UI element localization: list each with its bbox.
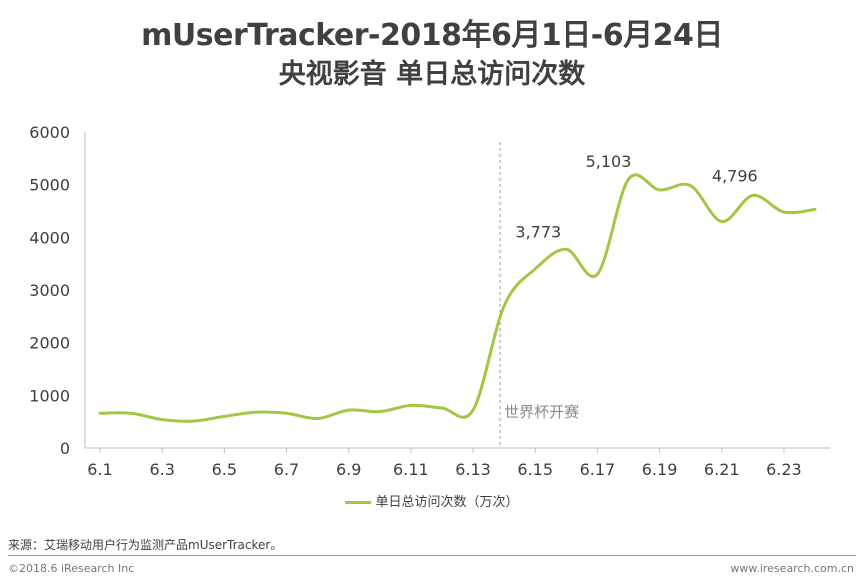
x-tick-label: 6.15 bbox=[517, 460, 553, 479]
legend: 单日总访问次数（万次） bbox=[0, 491, 864, 510]
x-tick-label: 6.23 bbox=[766, 460, 802, 479]
data-label: 3,773 bbox=[515, 222, 561, 241]
legend-swatch bbox=[345, 501, 372, 504]
y-tick-label: 3000 bbox=[29, 281, 70, 300]
x-tick-label: 6.17 bbox=[580, 460, 616, 479]
source-note: 来源：艾瑞移动用户行为监测产品mUserTracker。 bbox=[8, 538, 283, 552]
x-tick-label: 6.3 bbox=[149, 460, 174, 479]
series-line bbox=[98, 173, 817, 423]
x-tick-label: 6.5 bbox=[212, 460, 237, 479]
x-tick-label: 6.19 bbox=[642, 460, 678, 479]
x-tick-label: 6.7 bbox=[274, 460, 299, 479]
x-tick-label: 6.21 bbox=[704, 460, 740, 479]
footer-divider bbox=[8, 555, 856, 556]
y-tick-label: 5000 bbox=[29, 176, 70, 195]
annotation-label: 世界杯开赛 bbox=[504, 403, 579, 421]
y-tick-label: 4000 bbox=[29, 228, 70, 247]
x-tick-label: 6.1 bbox=[87, 460, 112, 479]
data-label: 4,796 bbox=[712, 166, 758, 185]
y-tick-label: 0 bbox=[60, 439, 70, 458]
legend-label: 单日总访问次数（万次） bbox=[375, 495, 519, 510]
x-tick-label: 6.11 bbox=[393, 460, 429, 479]
x-tick-label: 6.9 bbox=[336, 460, 361, 479]
y-tick-label: 6000 bbox=[29, 123, 70, 142]
chart-subtitle: 央视影音 单日总访问次数 bbox=[278, 59, 586, 90]
y-tick-label: 1000 bbox=[29, 386, 70, 405]
y-tick-label: 2000 bbox=[29, 334, 70, 353]
copyright: ©2018.6 iResearch Inc bbox=[8, 562, 135, 575]
website: www.iresearch.com.cn bbox=[730, 562, 854, 575]
x-tick-label: 6.13 bbox=[455, 460, 491, 479]
chart-title: mUserTracker-2018年6月1日-6月24日 bbox=[141, 18, 723, 53]
data-label: 5,103 bbox=[586, 152, 632, 171]
